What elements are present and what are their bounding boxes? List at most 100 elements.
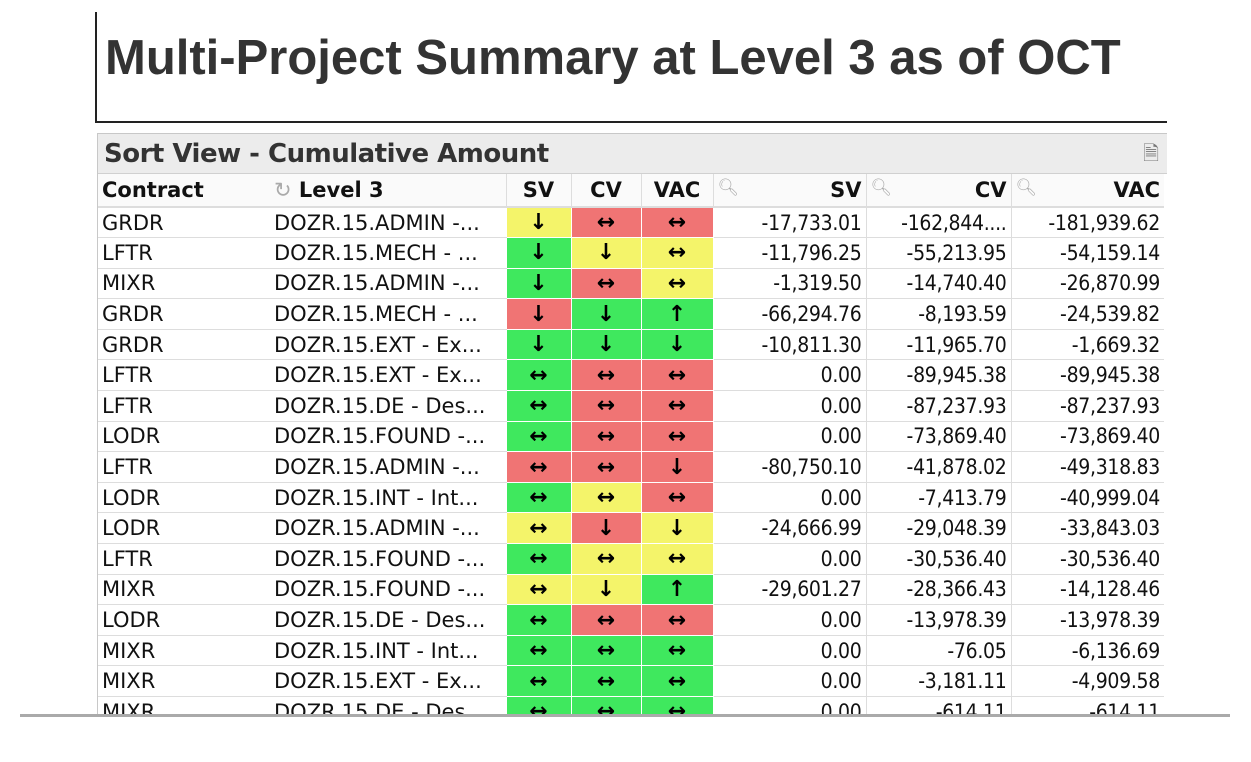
data-table: Contract ↻ Level 3 SV CV VAC 🔍︎ SV 🔍︎ CV 🔍… [98,174,1164,714]
table-row[interactable]: MIXR DOZR.15.FOUND -... ↔ ↓ ↑ -29,601.27 -28,3… [98,573,1164,606]
search-icon[interactable]: 🔍︎ [1015,178,1038,198]
header-cv[interactable]: 🔍︎ CV [865,174,1011,208]
header-vac[interactable]: 🔍︎ VAC [1010,174,1164,208]
cv-value: -13,978.39 [865,604,1011,636]
table-row[interactable]: GRDR DOZR.15.MECH - ... ↓ ↓ ↑ -66,294.76 -8,19… [98,298,1164,330]
contract-cell: GRDR [98,329,270,361]
title-frame: Multi-Project Summary at Level 3 as of O… [95,12,1167,123]
contract-cell: LODR [98,421,270,453]
header-row: Contract ↻ Level 3 SV CV VAC 🔍︎ SV 🔍︎ CV 🔍… [98,174,1164,208]
vac-value: -54,159.14 [1010,237,1164,269]
header-label: VAC [653,178,701,202]
search-icon[interactable]: 🔍︎ [870,178,893,198]
table-row[interactable]: LFTR DOZR.15.FOUND -... ↔ ↔ ↔ 0.00 -30,536.40-… [98,543,1164,575]
header-contract[interactable]: Contract [98,174,270,208]
table-row[interactable]: LODR DOZR.15.DE - Des... ↔ ↔ ↔ 0.00 -13,978.39… [98,604,1164,636]
cv-value: -8,193.59 [865,298,1011,330]
sv-value: -17,733.01 [712,207,866,239]
table-row[interactable]: LFTR DOZR.15.MECH - ... ↓ ↓ ↔ -11,796.25 -55,2… [98,237,1164,269]
level3-cell: DOZR.15.MECH - ... [270,298,506,330]
level3-cell: DOZR.15.DE - Des... [270,696,506,714]
vac-value: -1,669.32 [1010,329,1164,361]
sv-arrow-both-icon: ↔ [505,543,572,575]
table-row[interactable]: LFTR DOZR.15.DE - Des... ↔ ↔ ↔ 0.00 -87,237.93… [98,390,1164,422]
level3-cell: DOZR.15.FOUND -... [270,574,506,606]
vac-value: -14,128.46 [1010,574,1164,606]
table-row[interactable]: LODR DOZR.15.ADMIN -... ↔ ↓ ↓ -24,666.99 -29,0… [98,512,1164,545]
table-row[interactable]: LODR DOZR.15.FOUND -... ↔ ↔ ↔ 0.00 -73,869.40-… [98,420,1164,453]
sv-arrow-both-icon: ↔ [505,390,572,422]
cv-arrow-down-icon: ↓ [570,298,642,330]
cv-arrow-down-icon: ↓ [570,328,642,361]
table-row[interactable]: GRDR DOZR.15.ADMIN -... ↓ ↔ ↔ -17,733.01 -162,… [98,206,1164,239]
cv-arrow-both-icon: ↔ [570,481,642,514]
table-row[interactable]: GRDR DOZR.15.EXT - Ex... ↓ ↓ ↓ -10,811.30 -11,… [98,328,1164,361]
header-vac-indicator[interactable]: VAC [640,174,713,208]
sv-arrow-both-icon: ↔ [505,420,572,453]
sv-arrow-both-icon: ↔ [505,665,572,697]
sv-arrow-both-icon: ↔ [505,512,572,545]
header-label: Contract [102,178,204,202]
sv-arrow-both-icon: ↔ [505,359,572,392]
cycle-sort-icon[interactable]: ↻ [274,178,292,202]
table-row[interactable]: LFTR DOZR.15.ADMIN -... ↔ ↔ ↓ -80,750.10 -41,8… [98,451,1164,483]
level3-cell: DOZR.15.EXT - Ex... [270,665,506,697]
table-row[interactable]: MIXR DOZR.15.DE - Des... ↔ ↔ ↔ 0.00 -614.11 -61… [98,696,1164,714]
page-title: Multi-Project Summary at Level 3 as of O… [105,31,1121,85]
excel-export-icon[interactable]: 🗎 [1143,141,1160,165]
table-row[interactable]: MIXR DOZR.15.EXT - Ex... ↔ ↔ ↔ 0.00 -3,181.11-… [98,665,1164,697]
table-row[interactable]: LODR DOZR.15.INT - Int... ↔ ↔ ↔ 0.00 -7,413.79… [98,481,1164,514]
table-row[interactable]: MIXR DOZR.15.INT - Int... ↔ ↔ ↔ 0.00 -76.05 -6,… [98,634,1164,667]
cv-arrow-both-icon: ↔ [570,543,642,575]
vac-value: -73,869.40 [1010,421,1164,453]
vac-arrow-both-icon: ↔ [640,481,714,514]
level3-cell: DOZR.15.DE - Des... [270,390,506,422]
table-row[interactable]: MIXR DOZR.15.ADMIN -... ↓ ↔ ↔ -1,319.50 -14,74… [98,267,1164,300]
vac-value: -33,843.03 [1010,512,1164,545]
level3-cell: DOZR.15.FOUND -... [270,421,506,453]
level3-cell: DOZR.15.ADMIN -... [270,268,506,300]
sv-value: -66,294.76 [712,298,866,330]
header-sv[interactable]: 🔍︎ SV [712,174,866,208]
sv-value: -29,601.27 [712,574,866,606]
sv-arrow-both-icon: ↔ [505,696,572,714]
sv-value: -10,811.30 [712,329,866,361]
sv-arrow-both-icon: ↔ [505,634,572,667]
level3-cell: DOZR.15.ADMIN -... [270,451,506,483]
header-sv-indicator[interactable]: SV [505,174,571,208]
level3-cell: DOZR.15.EXT - Ex... [270,329,506,361]
cv-value: -89,945.38 [865,359,1011,392]
sv-value: -11,796.25 [712,237,866,269]
cv-value: -7,413.79 [865,482,1011,514]
header-level3[interactable]: ↻ Level 3 [270,174,506,208]
cv-arrow-both-icon: ↔ [570,420,642,453]
sv-arrow-both-icon: ↔ [505,573,572,606]
vac-arrow-both-icon: ↔ [640,237,714,269]
vac-value: -13,978.39 [1010,604,1164,636]
header-cv-indicator[interactable]: CV [570,174,641,208]
sv-arrow-down-icon: ↓ [505,267,572,300]
contract-cell: MIXR [98,696,270,714]
table-row[interactable]: LFTR DOZR.15.EXT - Ex... ↔ ↔ ↔ 0.00 -89,945.38… [98,359,1164,392]
cv-value: -3,181.11 [865,665,1011,697]
cv-value: -162,844.... [865,207,1011,239]
cv-arrow-both-icon: ↔ [570,696,642,714]
vac-value: -6,136.69 [1010,635,1164,667]
cv-value: -87,237.93 [865,390,1011,422]
vac-value: -614.11 [1010,696,1164,714]
vac-arrow-down-icon: ↓ [640,328,714,361]
sv-value: 0.00 [712,359,866,392]
cv-arrow-down-icon: ↓ [570,573,642,606]
cv-arrow-both-icon: ↔ [570,634,642,667]
vac-arrow-both-icon: ↔ [640,390,714,422]
cv-value: -14,740.40 [865,268,1011,300]
search-icon[interactable]: 🔍︎ [717,178,740,198]
vac-arrow-both-icon: ↔ [640,604,714,636]
divider [20,714,1230,717]
vac-arrow-up-icon: ↑ [640,298,714,330]
contract-cell: LFTR [98,359,270,392]
vac-value: -87,237.93 [1010,390,1164,422]
vac-arrow-both-icon: ↔ [640,206,714,239]
contract-cell: MIXR [98,574,270,606]
cv-value: -41,878.02 [865,451,1011,483]
